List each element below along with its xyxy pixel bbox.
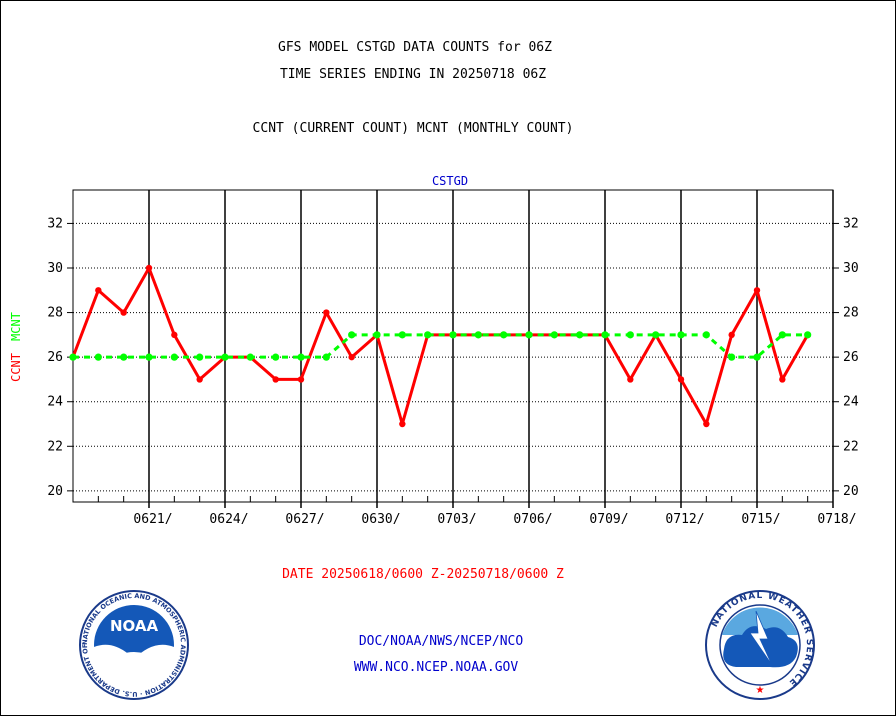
axis-layer: 20 20 22 22 24 24 26 26 28 28 30 30 32 32 0621/0624/06… bbox=[47, 189, 859, 527]
y-axis-label: CCNT MCNT bbox=[9, 312, 23, 382]
y-tick-label-left: 20 bbox=[47, 484, 63, 499]
series-line-ccnt bbox=[71, 266, 810, 426]
data-point-ccnt bbox=[272, 376, 279, 383]
website-label: WWW.NCO.NCEP.NOAA.GOV bbox=[354, 660, 519, 675]
y-tick-label-right: 24 bbox=[843, 395, 859, 410]
data-point-mcnt bbox=[576, 331, 584, 339]
header-line-1: GFS MODEL CSTGD DATA COUNTS for 06Z bbox=[278, 40, 552, 55]
series-layer bbox=[69, 264, 812, 428]
header-line-3: CCNT (CURRENT COUNT) MCNT (MONTHLY COUNT… bbox=[253, 121, 574, 136]
y-tick-label-right: 20 bbox=[843, 484, 859, 499]
noaa-logo: NOAA NATIONAL OCEANIC AND ATMOSPHERIC AD… bbox=[79, 590, 189, 700]
data-point-mcnt bbox=[272, 353, 280, 361]
x-tick-label: 0624/ bbox=[209, 512, 248, 527]
y-tick-label-right: 22 bbox=[843, 439, 859, 454]
data-point-mcnt bbox=[94, 353, 102, 361]
data-point-ccnt bbox=[627, 376, 634, 383]
x-tick-label: 0709/ bbox=[589, 512, 628, 527]
y-tick-label-right: 30 bbox=[843, 261, 859, 276]
data-point-ccnt bbox=[297, 376, 305, 383]
nws-logo: NATIONAL WEATHER SERVICE ★ bbox=[705, 590, 815, 700]
series-line-mcnt bbox=[73, 333, 808, 359]
noaa-logo-text: NOAA bbox=[110, 617, 159, 635]
x-tick-label: 0703/ bbox=[437, 512, 476, 527]
y-tick-label-left: 24 bbox=[47, 395, 63, 410]
x-tick-label: 0712/ bbox=[665, 512, 704, 527]
date-range-label: DATE 20250618/0600 Z-20250718/0600 Z bbox=[282, 567, 564, 582]
data-point-mcnt bbox=[677, 331, 685, 339]
data-point-mcnt bbox=[804, 331, 812, 339]
grid-layer bbox=[73, 190, 834, 508]
data-point-ccnt bbox=[145, 264, 153, 272]
data-point-ccnt bbox=[95, 287, 102, 294]
data-point-ccnt bbox=[779, 376, 786, 383]
data-point-mcnt bbox=[525, 331, 533, 339]
y-tick-label-right: 32 bbox=[843, 216, 859, 231]
data-point-mcnt bbox=[652, 331, 660, 339]
data-point-ccnt bbox=[171, 331, 178, 339]
data-point-mcnt bbox=[322, 353, 330, 361]
data-point-mcnt bbox=[221, 353, 229, 361]
agency-label: DOC/NOAA/NWS/NCEP/NCO bbox=[359, 634, 524, 649]
data-point-mcnt bbox=[373, 331, 381, 339]
data-point-mcnt bbox=[398, 331, 406, 339]
x-tick-label: 0718/ bbox=[817, 512, 856, 527]
y-tick-label-left: 26 bbox=[47, 350, 63, 365]
data-point-mcnt bbox=[753, 353, 761, 361]
data-point-mcnt bbox=[702, 331, 710, 339]
y-tick-label-right: 26 bbox=[843, 350, 859, 365]
data-point-ccnt bbox=[728, 331, 735, 339]
data-point-mcnt bbox=[145, 353, 153, 361]
data-point-mcnt bbox=[550, 331, 558, 339]
y-tick-label-left: 32 bbox=[47, 216, 63, 231]
y-tick-label-right: 28 bbox=[843, 306, 859, 321]
y-label-ccnt: CCNT bbox=[9, 353, 23, 382]
y-tick-label-left: 22 bbox=[47, 439, 63, 454]
chart-title: CSTGD bbox=[432, 174, 468, 188]
data-point-mcnt bbox=[449, 331, 457, 339]
x-tick-label: 0627/ bbox=[285, 512, 324, 527]
data-point-ccnt bbox=[399, 420, 406, 428]
data-point-mcnt bbox=[474, 331, 482, 339]
data-point-mcnt bbox=[297, 353, 305, 361]
data-point-mcnt bbox=[348, 331, 356, 339]
data-point-ccnt bbox=[348, 353, 355, 361]
header-line-2: TIME SERIES ENDING IN 20250718 06Z bbox=[280, 67, 546, 82]
y-tick-label-left: 30 bbox=[47, 261, 63, 276]
data-point-mcnt bbox=[196, 353, 204, 361]
data-point-mcnt bbox=[170, 353, 178, 361]
data-point-ccnt bbox=[196, 376, 203, 383]
data-point-mcnt bbox=[601, 331, 609, 339]
data-point-mcnt bbox=[69, 353, 77, 361]
x-tick-label: 0706/ bbox=[513, 512, 552, 527]
y-tick-label-left: 28 bbox=[47, 306, 63, 321]
y-label-mcnt: MCNT bbox=[9, 312, 23, 341]
x-tick-label: 0621/ bbox=[133, 512, 172, 527]
x-tick-label: 0630/ bbox=[361, 512, 400, 527]
data-point-ccnt bbox=[753, 287, 761, 294]
data-point-mcnt bbox=[626, 331, 634, 339]
x-tick-label: 0715/ bbox=[741, 512, 780, 527]
data-point-ccnt bbox=[703, 420, 710, 428]
data-point-mcnt bbox=[778, 331, 786, 339]
data-point-mcnt bbox=[424, 331, 432, 339]
data-point-mcnt bbox=[728, 353, 736, 361]
data-point-ccnt bbox=[120, 309, 127, 316]
data-point-mcnt bbox=[246, 353, 254, 361]
data-point-ccnt bbox=[323, 309, 330, 316]
data-point-ccnt bbox=[677, 376, 685, 383]
nws-star-icon: ★ bbox=[756, 685, 765, 696]
data-point-mcnt bbox=[500, 331, 508, 339]
data-point-mcnt bbox=[120, 353, 128, 361]
